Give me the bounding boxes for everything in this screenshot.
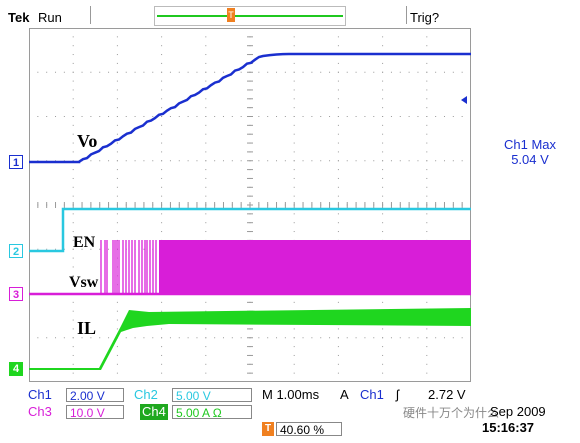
trigger-level-arrow-icon[interactable] (461, 96, 467, 104)
header-divider-right (406, 6, 407, 24)
trigger-mode: A (340, 387, 349, 402)
ch4-scale[interactable]: 5.00 A Ω (172, 405, 252, 420)
il-label: IL (77, 318, 97, 338)
waveform-display[interactable]: Vo EN Vsw IL (28, 27, 472, 382)
date-readout: Sep 2009 (490, 404, 546, 419)
trigger-status: Trig? (410, 10, 440, 25)
vo-label: Vo (77, 131, 98, 151)
ch1-name[interactable]: Ch1 (28, 387, 52, 402)
ch3-name[interactable]: Ch3 (28, 404, 52, 419)
il-trace (29, 308, 471, 370)
trigger-position-icon-bottom: T (262, 422, 274, 436)
watermark-text: 硬件十万个为什么 (403, 406, 500, 420)
record-window-span (157, 15, 343, 17)
trigger-position-value[interactable]: 40.60 % (276, 422, 342, 437)
vsw-label: Vsw (69, 274, 99, 291)
ch4-name[interactable]: Ch4 (140, 404, 168, 420)
ch2-scale[interactable]: 5.00 V (172, 388, 252, 403)
ch4-marker[interactable]: 4 (9, 362, 23, 376)
ch1-scale[interactable]: 2.00 V (66, 388, 124, 403)
trigger-level[interactable]: 2.72 V (428, 387, 466, 402)
en-trace (29, 207, 471, 253)
run-status: Run (38, 10, 62, 25)
record-window-bar: T (154, 6, 346, 26)
trigger-slope-icon: ʃ (396, 387, 399, 402)
header-divider (90, 6, 91, 24)
vsw-trace (29, 240, 471, 296)
trigger-position-icon: T (227, 8, 235, 22)
graticule (28, 27, 472, 382)
en-label: EN (73, 234, 96, 251)
brand-logo: Tek (8, 10, 30, 25)
ch2-name[interactable]: Ch2 (134, 387, 158, 402)
ch3-marker[interactable]: 3 (9, 287, 23, 301)
measurement-title: Ch1 Max (503, 137, 557, 152)
trigger-source[interactable]: Ch1 (360, 387, 384, 402)
measurement-value: 5.04 V (511, 152, 549, 167)
waveform-graph (28, 27, 472, 382)
time-readout: 15:16:37 (482, 420, 535, 435)
ch2-marker[interactable]: 2 (9, 244, 23, 258)
vo-trace (29, 52, 471, 164)
ch3-scale[interactable]: 10.0 V (66, 405, 124, 420)
ch1-marker[interactable]: 1 (9, 155, 23, 169)
timebase[interactable]: M 1.00ms (262, 387, 320, 402)
